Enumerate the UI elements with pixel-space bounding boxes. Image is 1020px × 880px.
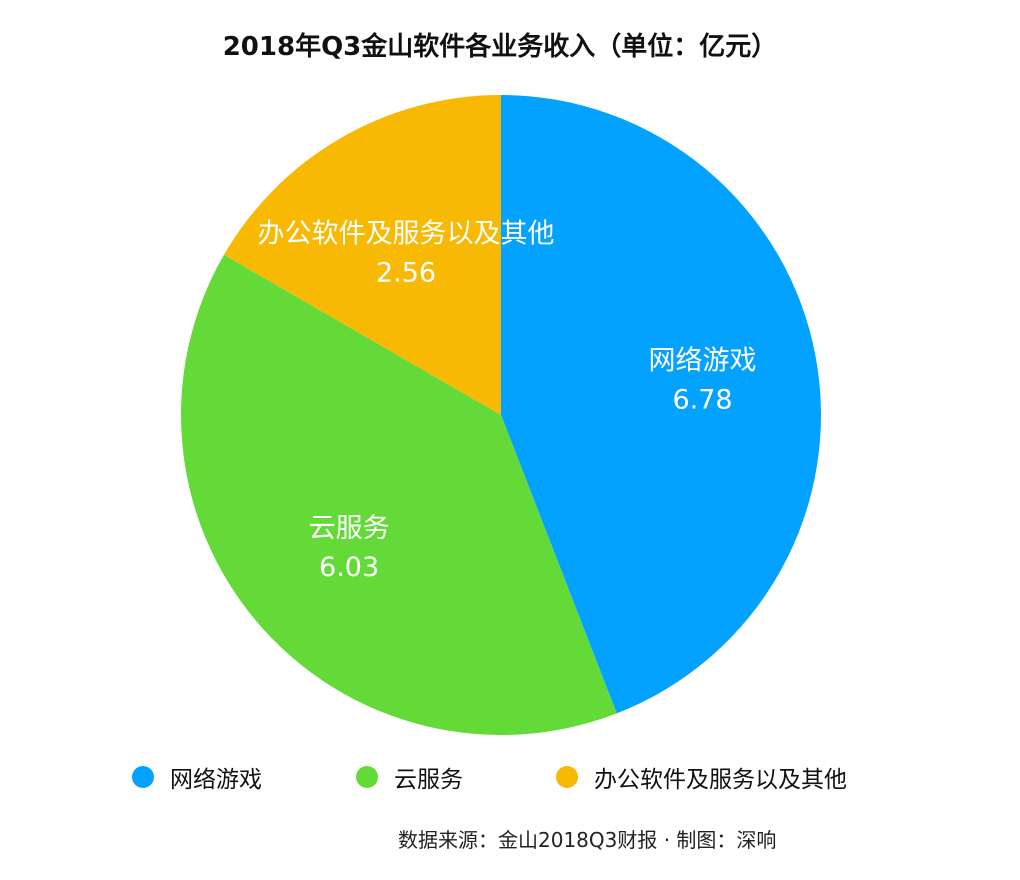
pie-chart: 网络游戏 6.78 云服务 6.03 办公软件及服务以及其他 2.56 (180, 95, 822, 736)
legend-item-online-games: 网络游戏 (132, 760, 262, 794)
legend-item-office-software: 办公软件及服务以及其他 (556, 760, 847, 794)
chart-title: 2018年Q3金山软件各业务收入（单位：亿元） (222, 32, 778, 62)
slice-value-online-games: 6.78 (672, 384, 732, 415)
slice-label-cloud-services: 云服务 (309, 513, 390, 544)
slice-label-online-games: 网络游戏 (649, 345, 757, 376)
legend-label-office-software: 办公软件及服务以及其他 (594, 767, 847, 793)
legend-swatch-cloud-services (356, 766, 378, 788)
legend-swatch-office-software (556, 766, 578, 788)
pie-slice-online-games (501, 95, 822, 714)
slice-value-office-software: 2.56 (376, 257, 436, 288)
legend-swatch-online-games (132, 766, 154, 788)
legend-item-cloud-services: 云服务 (356, 760, 463, 794)
pie-labels: 网络游戏 6.78 云服务 6.03 办公软件及服务以及其他 2.56 (258, 218, 757, 583)
slice-value-cloud-services: 6.03 (319, 552, 379, 583)
pie-slice-office-software (223, 95, 501, 415)
legend-label-cloud-services: 云服务 (394, 767, 463, 793)
legend: 网络游戏 云服务 办公软件及服务以及其他 (0, 760, 1020, 794)
slice-label-office-software: 办公软件及服务以及其他 (258, 218, 555, 249)
source-note: 数据来源：金山2018Q3财报 · 制图：深响 (398, 828, 777, 852)
pie-slices (180, 95, 822, 736)
pie-slice-cloud-services (180, 254, 617, 736)
legend-label-online-games: 网络游戏 (170, 767, 262, 793)
